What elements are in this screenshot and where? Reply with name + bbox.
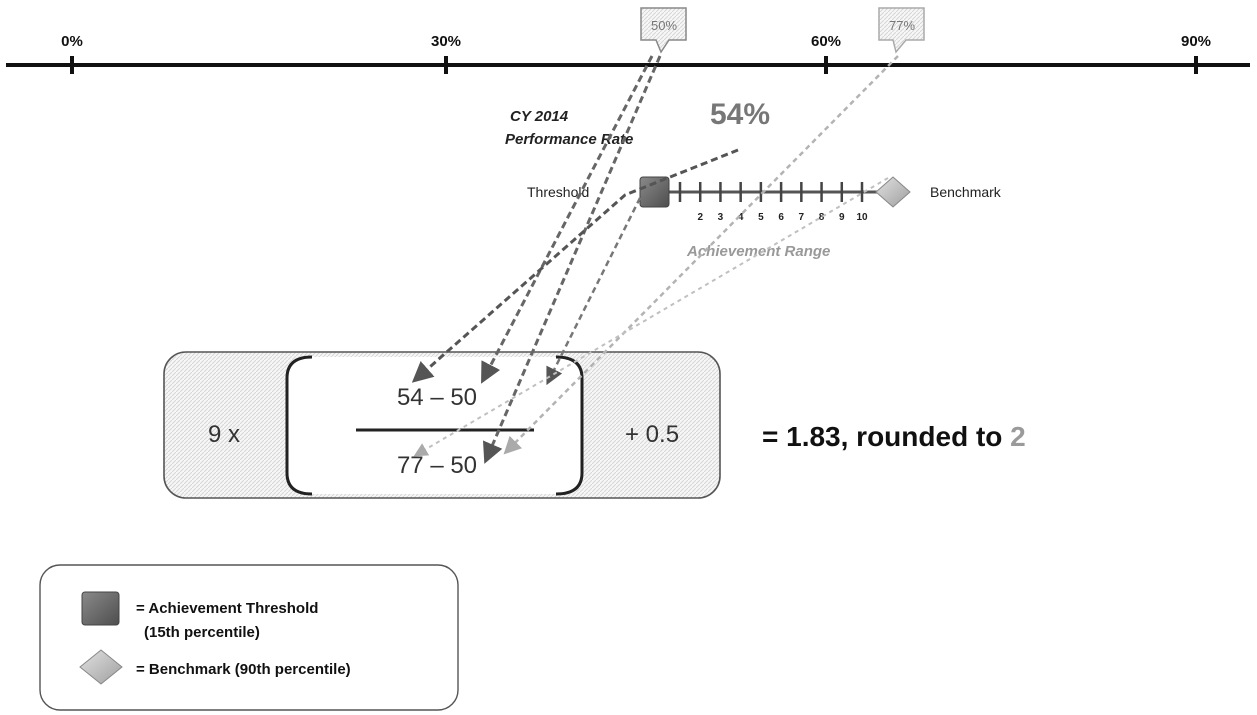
arrow-50-to-denominator — [483, 55, 662, 464]
performance-title-line1: CY 2014 — [510, 108, 569, 125]
threshold-callout-value: 50% — [651, 18, 677, 33]
threshold-marker — [639, 176, 670, 208]
benchmark-callout: 77% — [878, 7, 925, 54]
legend-threshold-line1: = Achievement Threshold — [136, 600, 318, 617]
performance-title-line2: Performance Rate — [505, 131, 633, 148]
formula-numerator: 54 – 50 — [397, 384, 477, 411]
range-ticks — [678, 182, 864, 202]
range-number: 7 — [799, 212, 805, 223]
range-number: 5 — [758, 212, 764, 223]
range-number: 2 — [697, 212, 703, 223]
range-number: 8 — [819, 212, 825, 223]
legend-threshold-line2: (15th percentile) — [144, 624, 260, 641]
formula-right-bracket — [555, 355, 584, 496]
legend-benchmark-line: = Benchmark (90th percentile) — [136, 661, 351, 678]
formula-addend: + 0.5 — [625, 421, 679, 448]
axis-label-60: 60% — [811, 33, 841, 50]
connector-arrows — [411, 55, 899, 464]
range-numbers: 2 3 4 5 6 7 8 9 10 — [697, 212, 868, 223]
arrow-77-to-denominator — [503, 55, 899, 455]
axis-label-90: 90% — [1181, 33, 1211, 50]
formula-left-bracket — [285, 355, 313, 496]
range-number: 9 — [839, 212, 845, 223]
threshold-callout: 50% — [640, 7, 687, 54]
benchmark-label: Benchmark — [930, 184, 1002, 200]
formula-result: = 1.83, rounded to 2 — [762, 421, 1026, 452]
axis-label-0: 0% — [61, 33, 83, 50]
legend-benchmark-marker — [79, 649, 123, 685]
axis-label-30: 30% — [431, 33, 461, 50]
range-number: 3 — [718, 212, 724, 223]
performance-rate: CY 2014 Performance Rate 54% — [505, 98, 770, 148]
performance-value: 54% — [710, 98, 770, 131]
arrow-threshold-to-fraction — [546, 197, 642, 386]
benchmark-callout-value: 77% — [889, 18, 915, 33]
achievement-range-label: Achievement Range — [686, 243, 830, 260]
legend-frame — [39, 564, 459, 711]
legend: = Achievement Threshold (15th percentile… — [39, 564, 459, 711]
achievement-range-scale: Threshold 2 3 4 5 6 7 8 9 10 Benchmark Achieveme… — [527, 176, 1002, 260]
range-number: 10 — [856, 212, 868, 223]
formula-multiplier: 9 x — [208, 421, 240, 448]
arrow-benchmark-to-fraction — [413, 177, 889, 457]
arrow-54-to-numerator — [411, 148, 739, 383]
legend-threshold-marker — [81, 591, 120, 626]
range-number: 6 — [778, 212, 784, 223]
percentage-axis: 0% 30% 60% 90% — [6, 33, 1250, 74]
formula-denominator: 77 – 50 — [397, 452, 477, 479]
formula-result-score: 2 — [1010, 421, 1026, 452]
arrow-50-to-numerator — [481, 55, 654, 384]
formula-result-prefix: = 1.83, rounded to — [762, 421, 1010, 452]
benchmark-marker — [875, 176, 911, 208]
threshold-label: Threshold — [527, 184, 589, 200]
range-number: 4 — [738, 212, 744, 223]
formula-box: 9 x 54 – 50 77 – 50 + 0.5 — [163, 351, 721, 499]
